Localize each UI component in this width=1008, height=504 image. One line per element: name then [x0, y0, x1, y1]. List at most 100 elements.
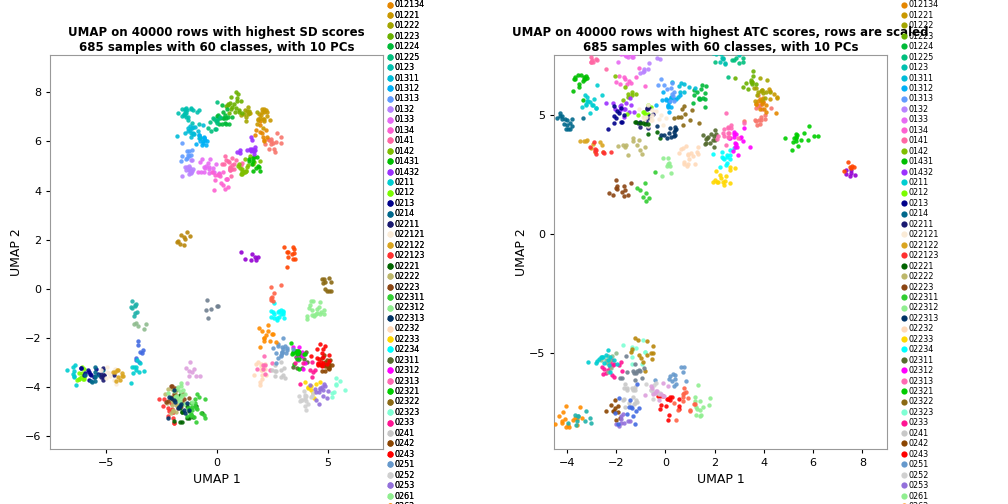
Point — [680, 160, 697, 168]
Point — [606, 360, 622, 368]
Point — [87, 377, 103, 386]
Point — [595, 370, 611, 378]
Point — [571, 412, 587, 420]
Point — [168, 386, 184, 394]
Point — [572, 403, 588, 411]
Point — [638, 113, 654, 121]
Point — [259, 108, 275, 116]
Point — [214, 101, 230, 109]
Point — [234, 109, 250, 117]
Point — [294, 364, 310, 372]
Point — [183, 406, 200, 414]
Point — [168, 238, 184, 246]
Point — [173, 400, 190, 408]
Point — [172, 397, 188, 405]
Point — [584, 101, 600, 109]
Point — [174, 418, 191, 426]
Point — [587, 148, 603, 156]
Point — [135, 346, 151, 354]
Point — [785, 138, 801, 146]
Point — [268, 359, 284, 367]
Point — [254, 371, 270, 380]
Point — [722, 179, 738, 187]
Point — [586, 95, 602, 103]
Point — [612, 414, 628, 422]
Point — [170, 109, 186, 117]
Point — [304, 389, 321, 397]
Point — [226, 165, 242, 173]
Point — [164, 408, 180, 416]
Point — [180, 407, 197, 415]
Point — [616, 395, 632, 403]
Point — [623, 403, 639, 411]
Point — [606, 356, 622, 364]
Point — [630, 111, 646, 119]
Point — [621, 403, 637, 411]
Point — [166, 393, 182, 401]
Point — [205, 114, 221, 122]
Point — [582, 143, 598, 151]
Point — [570, 48, 586, 56]
Point — [766, 90, 782, 98]
Point — [616, 384, 632, 392]
Point — [711, 178, 727, 186]
Point — [837, 167, 853, 175]
Point — [224, 161, 240, 169]
Point — [174, 139, 191, 147]
Point — [165, 407, 181, 415]
Point — [652, 405, 668, 413]
Point — [316, 359, 332, 367]
Point — [570, 417, 586, 425]
Point — [701, 401, 717, 409]
Point — [222, 163, 238, 171]
Point — [636, 66, 652, 74]
Point — [603, 362, 619, 370]
Point — [171, 391, 187, 399]
Point — [727, 164, 743, 172]
Point — [240, 110, 256, 118]
Point — [675, 384, 691, 392]
Point — [788, 133, 804, 141]
Point — [184, 129, 201, 137]
Point — [574, 103, 590, 111]
Point — [99, 363, 115, 371]
Point — [299, 315, 316, 323]
Point — [246, 150, 262, 158]
Point — [637, 348, 653, 356]
Point — [322, 360, 338, 368]
Point — [769, 94, 785, 102]
Point — [689, 143, 706, 151]
Point — [714, 54, 730, 62]
Point — [112, 376, 128, 385]
Point — [615, 141, 631, 149]
Point — [629, 398, 645, 406]
Point — [306, 385, 323, 393]
Point — [304, 392, 321, 400]
Point — [183, 411, 200, 419]
Point — [735, 54, 751, 62]
Point — [751, 115, 767, 123]
Point — [211, 111, 227, 119]
Point — [580, 93, 596, 101]
Point — [634, 150, 650, 158]
Point — [663, 84, 679, 92]
Point — [172, 404, 188, 412]
Point — [165, 406, 181, 414]
Point — [754, 96, 770, 104]
Point — [591, 355, 607, 363]
Point — [293, 348, 309, 356]
Point — [637, 367, 653, 375]
Point — [672, 145, 688, 153]
Point — [665, 128, 681, 136]
Point — [648, 128, 664, 136]
Point — [653, 390, 669, 398]
Point — [624, 91, 640, 99]
Point — [186, 413, 203, 421]
Point — [660, 103, 676, 111]
Point — [690, 150, 707, 158]
Point — [705, 178, 721, 186]
Point — [586, 58, 602, 66]
Point — [662, 168, 678, 176]
Point — [214, 119, 230, 128]
Point — [763, 104, 779, 112]
